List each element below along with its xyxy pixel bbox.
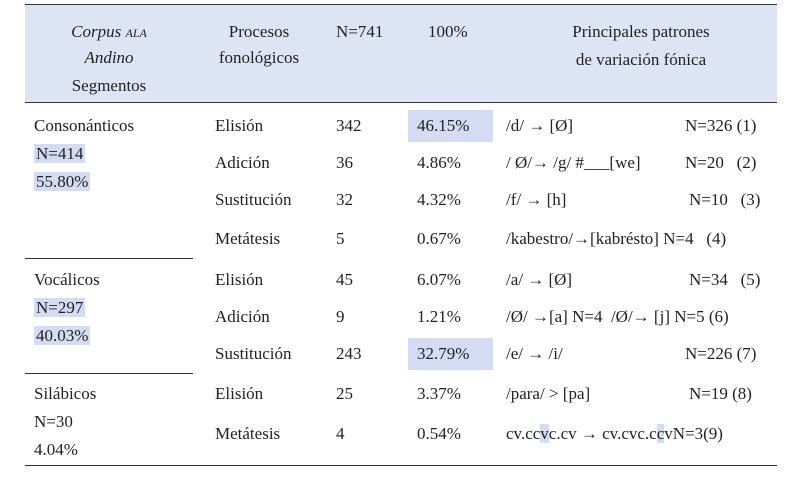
row-process: Adición: [215, 153, 270, 172]
row-process: Sustitución: [215, 190, 292, 209]
row-n: 5: [336, 229, 345, 248]
group-consonanticos-name: Consonánticos: [34, 116, 135, 135]
header-patterns-line2: de variación fónica: [575, 50, 707, 69]
row-n: 32: [336, 190, 353, 209]
row-pct: 3.37%: [417, 384, 461, 403]
row-process: Metátesis: [215, 424, 281, 443]
row-pct: 32.79%: [417, 344, 470, 363]
row-process: Elisión: [215, 116, 264, 135]
row-ncount: N=226 (7): [685, 344, 757, 363]
row-n: 342: [336, 116, 362, 135]
row-pattern: /para/ > [pa]: [506, 384, 591, 403]
group-consonanticos-count: N=414: [34, 144, 86, 163]
header-bottom-rule: [25, 102, 777, 103]
row-process: Elisión: [215, 270, 264, 289]
highlight-cell-32: [408, 338, 493, 370]
row-n: 9: [336, 307, 345, 326]
row-n: 45: [336, 270, 353, 289]
row-pct: 6.07%: [417, 270, 461, 289]
row-pattern: /kabestro/→[kabrésto] N=4 (4): [506, 229, 727, 248]
row-pattern: /e/ → /i/: [506, 344, 563, 363]
group-divider-1: [25, 258, 193, 259]
header-andino: Andino: [84, 48, 134, 67]
group-vocalicos-count: N=297: [34, 298, 86, 317]
group-vocalicos-percent: 40.03%: [34, 326, 91, 345]
row-ncount: N=34 (5): [689, 270, 761, 289]
row-pct: 46.15%: [417, 116, 470, 135]
row-n: 243: [336, 344, 362, 363]
row-pct: 4.86%: [417, 153, 461, 172]
row-n: 4: [336, 424, 345, 443]
row-n: 36: [336, 153, 353, 172]
row-pattern: / Ø/→ /g/ #___[we]: [506, 153, 641, 172]
row-pattern: cv.ccvc.cv → cv.cvc.ccvN=3(9): [506, 424, 723, 443]
row-n: 25: [336, 384, 353, 403]
row-process: Adición: [215, 307, 270, 326]
row-ncount: N=326 (1): [685, 116, 757, 135]
phonological-variation-table: Corpus ala Andino Segmentos Procesos fon…: [25, 0, 777, 466]
group-silabicos-count: N=30: [34, 412, 73, 431]
row-pattern: /f/ → [h]: [506, 190, 567, 209]
row-ncount: N=19 (8): [689, 384, 752, 403]
header-segmentos: Segmentos: [71, 76, 147, 95]
header-fonologicos: fonológicos: [218, 48, 300, 67]
row-process: Elisión: [215, 384, 264, 403]
row-pct: 0.54%: [417, 424, 461, 443]
highlight-cell-46: [408, 110, 493, 142]
row-process: Sustitución: [215, 344, 292, 363]
header-procesos: Procesos: [228, 22, 290, 41]
row-ncount: N=10 (3): [689, 190, 761, 209]
row-pct: 4.32%: [417, 190, 461, 209]
bottom-rule: [25, 465, 777, 466]
row-pattern: /d/ → [Ø]: [506, 116, 574, 135]
row-process: Metátesis: [215, 229, 281, 248]
header-n-total: N=741: [336, 22, 384, 41]
header-corpus: Corpus ala: [71, 22, 147, 41]
table-header-background: [25, 5, 777, 102]
group-vocalicos-name: Vocálicos: [34, 270, 100, 289]
row-pattern: /Ø/ →[a] N=4 /Ø/→ [j] N=5 (6): [506, 307, 729, 326]
group-consonanticos-percent: 55.80%: [34, 172, 91, 191]
row-pattern: /a/ → [Ø]: [506, 270, 573, 289]
row-pct: 0.67%: [417, 229, 461, 248]
group-silabicos-percent: 4.04%: [34, 440, 78, 459]
row-pct: 1.21%: [417, 307, 461, 326]
row-ncount: N=20 (2): [685, 153, 757, 172]
group-divider-2: [25, 373, 193, 374]
header-patterns-line1: Principales patrones: [572, 22, 710, 41]
group-silabicos-name: Silábicos: [34, 384, 97, 403]
top-rule: [25, 4, 777, 5]
header-percent-total: 100%: [428, 22, 468, 41]
